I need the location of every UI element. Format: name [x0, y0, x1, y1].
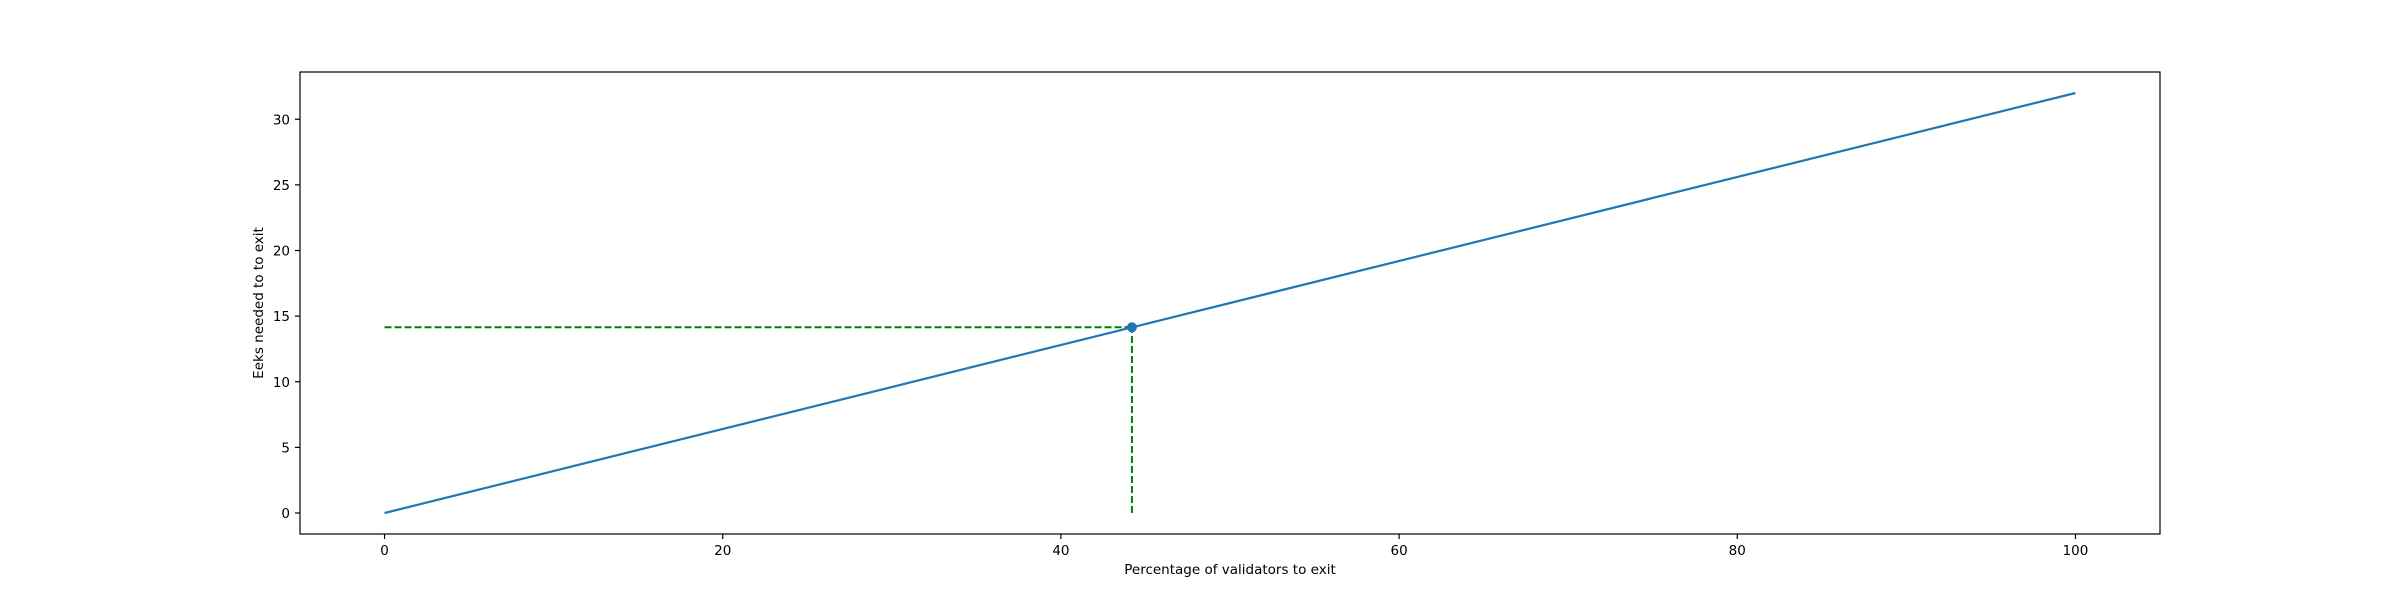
x-tick-label: 60 [1390, 543, 1407, 559]
x-axis: 0 20 40 60 80 100 [380, 534, 2088, 559]
y-axis: 0 5 10 15 20 25 30 [273, 112, 300, 522]
y-axis-label: Eeks needed to to exit [251, 227, 267, 379]
series-line [384, 91, 2076, 515]
y-tick-label: 5 [281, 440, 290, 456]
x-tick-label: 100 [2063, 543, 2089, 559]
y-tick-label: 20 [273, 244, 290, 260]
x-tick-label: 0 [380, 543, 389, 559]
plot-content [384, 91, 2076, 515]
y-tick-label: 25 [273, 178, 290, 194]
y-tick-label: 15 [273, 309, 290, 325]
plot-frame [299, 71, 2161, 535]
y-tick-label: 10 [273, 375, 290, 391]
y-tick-label: 0 [281, 506, 290, 522]
highlight-point [1126, 322, 1137, 333]
x-tick-label: 40 [1052, 543, 1069, 559]
y-tick-label: 30 [273, 112, 290, 128]
x-tick-label: 20 [714, 543, 731, 559]
x-tick-label: 80 [1729, 543, 1746, 559]
x-axis-label: Percentage of validators to exit [1124, 562, 1336, 578]
